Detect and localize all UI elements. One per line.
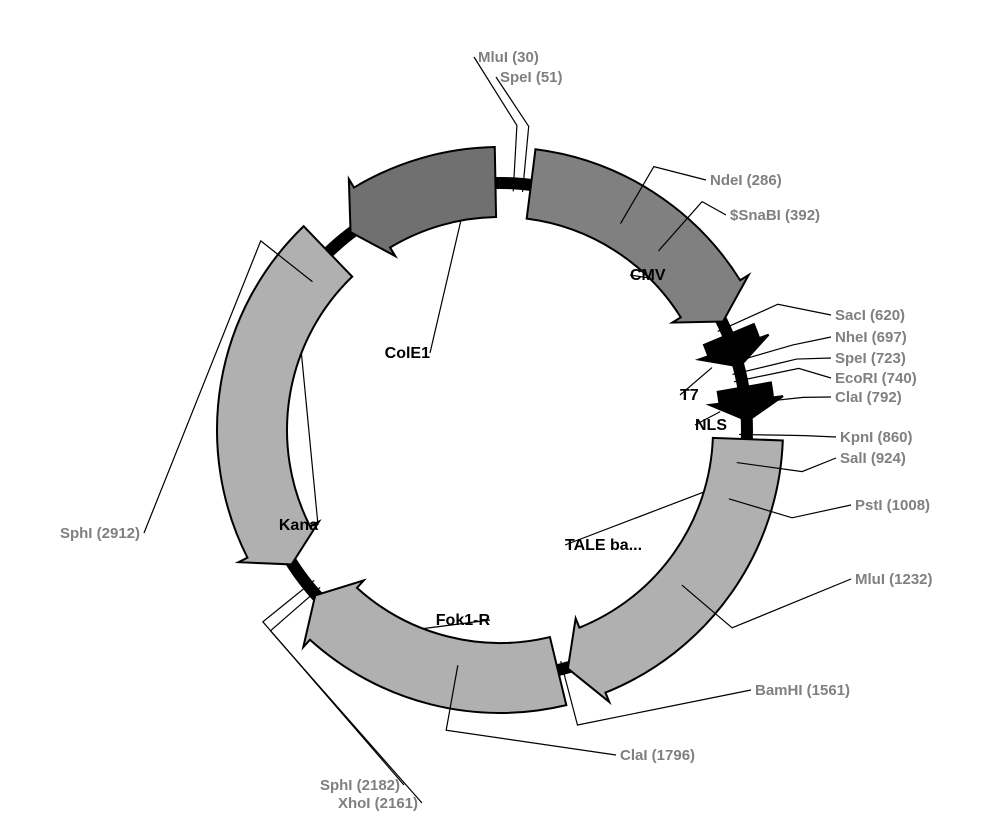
site-label-SpeI-723: SpeI (723) [835, 350, 906, 367]
site-leader-KpnI-860 [786, 435, 836, 437]
site-leader-SpeI-723 [778, 358, 831, 363]
site-label-SpeI-51: SpeI (51) [500, 69, 563, 86]
site-leader-SacI-620 [761, 304, 831, 315]
site-label-SphI-2182: SphI (2182) [320, 777, 400, 794]
feature-label-CMV: CMV [630, 267, 666, 284]
site-leader-SpeI-51 [496, 77, 529, 145]
feature-label-T7: T7 [680, 387, 699, 404]
feature-label-NLS: NLS [695, 417, 727, 434]
segment-ColE1 [349, 147, 496, 256]
site-leader-EcoRI-740 [780, 368, 831, 378]
feature-label-Kana: Kana [279, 517, 318, 534]
site-label-MluI-1232: MluI (1232) [855, 571, 933, 588]
site-label-NheI-697: NheI (697) [835, 329, 907, 346]
site-label-NdeI-286: NdeI (286) [710, 172, 782, 189]
site-label-XhoI-2161: XhoI (2161) [338, 795, 418, 812]
site-label-ClaI-1796: ClaI (1796) [620, 747, 695, 764]
plasmid-map: CMV T7 NLS TALE ba... Fok1-R Kana ColE1 MluI (3… [0, 0, 1000, 820]
site-leader-NheI-697 [775, 337, 831, 350]
site-label-ClaI-792: ClaI (792) [835, 389, 902, 406]
site-leader-MluI-1232 [718, 579, 851, 628]
site-label-EcoRI-740: EcoRI (740) [835, 370, 917, 387]
leader-Kana [301, 353, 318, 525]
site-leader-SalI-924 [783, 458, 836, 472]
site-label-KpnI-860: KpnI (860) [840, 429, 913, 446]
site-leader-ClaI-792 [784, 397, 831, 399]
feature-label-ColE1: ColE1 [385, 345, 430, 362]
segment-T7 [699, 324, 769, 366]
site-label-PstI-1008: PstI (1008) [855, 497, 930, 514]
site-label-SphI-2912: SphI (2912) [60, 525, 140, 542]
segment-Kana [217, 226, 352, 564]
site-label-BamHI-1561: BamHI (1561) [755, 682, 850, 699]
site-leader-ClaI-1796 [446, 712, 616, 755]
feature-label-TALE_ba: TALE ba... [565, 537, 642, 554]
site-leader-NdeI-286 [644, 167, 706, 183]
site-label-SacI-620: SacI (620) [835, 307, 905, 324]
segment-Fok1-R [303, 580, 566, 713]
site-label-$SnaBI-392: $SnaBI (392) [730, 207, 820, 224]
segment-TALE_ba [568, 438, 783, 702]
leader-ColE1 [430, 221, 461, 353]
site-leader-$SnaBI-392 [690, 202, 726, 216]
segment-NLS [710, 382, 783, 420]
feature-label-Fok1-R: Fok1-R [436, 612, 491, 629]
site-label-MluI-30: MluI (30) [478, 49, 539, 66]
site-label-SalI-924: SalI (924) [840, 450, 906, 467]
site-leader-PstI-1008 [774, 505, 851, 518]
